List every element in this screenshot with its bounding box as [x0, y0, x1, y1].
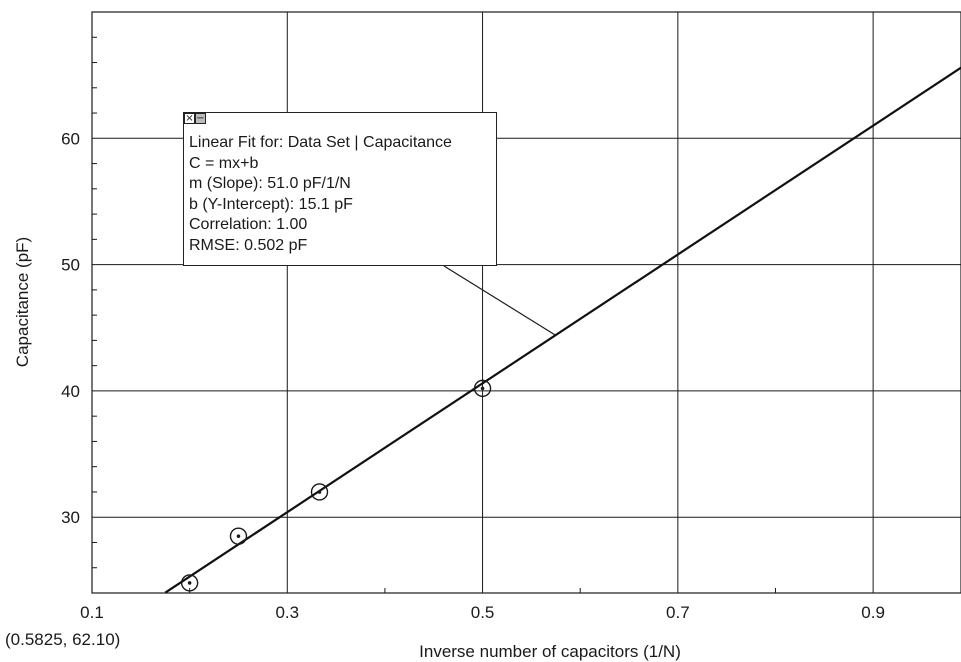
linear-fit-annotation-box[interactable]: × − Linear Fit for: Data Set | Capacitan… — [183, 112, 497, 266]
data-point-marker — [229, 527, 248, 545]
minimize-icon[interactable]: − — [195, 113, 206, 124]
y-tick-labels: 30 40 50 60 — [61, 129, 80, 527]
y-tick-label: 30 — [61, 508, 80, 527]
fit-slope: m (Slope): 51.0 pF/1/N — [189, 175, 351, 192]
data-points — [180, 379, 492, 592]
fit-title: Linear Fit for: Data Set | Capacitance — [189, 134, 452, 151]
data-point-marker — [473, 379, 492, 398]
data-point-dot — [187, 581, 192, 585]
y-tick-label: 40 — [61, 382, 80, 401]
data-point-marker — [180, 574, 199, 592]
fit-line — [164, 66, 961, 594]
x-tick-labels: 0.1 0.3 0.5 0.7 0.9 — [80, 603, 885, 622]
data-point — [473, 379, 492, 398]
annotation-leader-line — [443, 265, 557, 336]
grid — [92, 12, 961, 593]
close-icon[interactable]: × — [184, 113, 195, 124]
fit-text: Linear Fit for: Data Set | Capacitance C… — [189, 133, 452, 256]
data-point — [310, 483, 329, 501]
data-point-dot — [317, 490, 322, 494]
data-point — [229, 527, 248, 545]
data-point — [180, 574, 199, 592]
x-tick-label: 0.9 — [861, 603, 885, 622]
y-axis-title: Capacitance (pF) — [13, 237, 32, 367]
x-tick-label: 0.1 — [80, 603, 104, 622]
cursor-coordinate-readout: (0.5825, 62.10) — [5, 630, 120, 649]
annotation-controls: × − — [184, 113, 206, 125]
data-point-dot — [480, 386, 485, 391]
y-tick-label: 60 — [61, 129, 80, 148]
data-point-dot — [236, 534, 241, 538]
x-tick-label: 0.7 — [666, 603, 690, 622]
data-point-marker — [310, 483, 329, 501]
fit-equation: C = mx+b — [189, 154, 259, 172]
x-tick-label: 0.5 — [471, 603, 495, 622]
x-tick-label: 0.3 — [275, 603, 299, 622]
x-axis-title: Inverse number of capacitors (1/N) — [419, 642, 681, 661]
fit-rmse: RMSE: 0.502 pF — [189, 236, 308, 254]
fit-correlation: Correlation: 1.00 — [189, 216, 308, 233]
y-tick-label: 50 — [61, 256, 80, 275]
minor-ticks — [92, 36, 776, 593]
plot-frame — [91, 11, 961, 594]
fit-intercept: b (Y-Intercept): 15.1 pF — [189, 195, 353, 213]
